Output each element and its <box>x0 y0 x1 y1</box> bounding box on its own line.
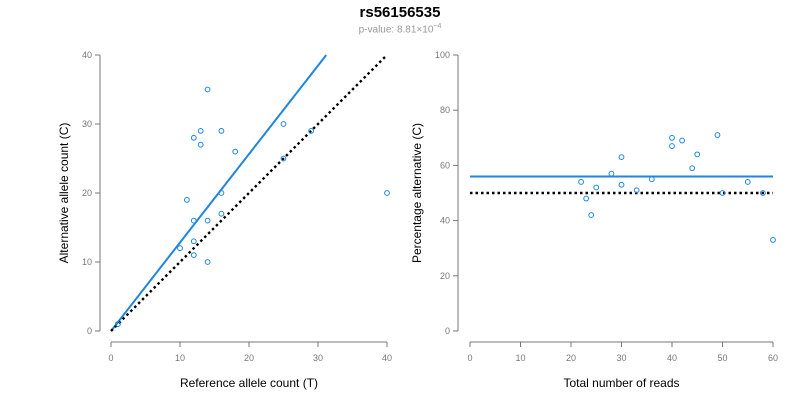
panel1-data-point <box>197 128 204 134</box>
panel1-data-point <box>218 210 225 217</box>
panel2-data-point <box>633 187 640 194</box>
panel1-data-point <box>232 148 239 155</box>
panel2-data-point <box>714 132 721 138</box>
panel2-y-tick-label: 100 <box>435 50 450 60</box>
p-value-prefix: p-value: 8.81×10 <box>358 24 434 36</box>
panel1-data-point <box>280 121 287 127</box>
panel1-expected-line <box>110 54 388 332</box>
panel2-y-tick-label: 0 <box>445 326 450 336</box>
panel2-y-tick-label: 40 <box>440 216 450 226</box>
panel2-x-tick-label: 10 <box>515 353 525 363</box>
panel1-data-point <box>204 86 211 93</box>
panel2-x-tick-label: 30 <box>616 353 626 363</box>
panel2-x-axis-label: Total number of reads <box>563 376 679 390</box>
panel1-data-point <box>184 197 190 203</box>
panel2-data-point <box>760 190 766 196</box>
panel1-data-point <box>190 252 197 259</box>
p-value-exponent: −4 <box>433 23 442 30</box>
panel2-x-tick-label: 40 <box>667 353 677 363</box>
panel1-data-point <box>218 128 225 134</box>
panel2-data-point <box>669 134 675 141</box>
panel2-x-tick-label: 50 <box>717 353 727 363</box>
panel2-y-tick-label: 60 <box>440 160 450 170</box>
chart-title: rs56156535 <box>359 4 441 21</box>
panel1-y-tick-label: 0 <box>87 326 92 336</box>
panel1-data-point <box>197 141 204 148</box>
panel2-data-point <box>618 154 625 161</box>
panel2-data-point <box>578 179 584 185</box>
panel1-x-tick-label: 40 <box>382 353 392 363</box>
panel2-data-point <box>679 137 685 144</box>
panel1-x-tick-label: 10 <box>175 353 185 363</box>
panel2-x-tick-label: 0 <box>467 353 472 363</box>
panel2-data-point <box>608 170 615 177</box>
panel1-data-point <box>190 134 197 141</box>
panel1-data-point <box>384 190 390 196</box>
panel2-data-point <box>770 237 776 243</box>
panel2-y-tick-label: 20 <box>440 271 450 281</box>
chart-subtitle: p-value: 8.81×10−4 <box>0 23 800 35</box>
panel2-data-point <box>694 151 701 158</box>
panel1-data-point <box>218 190 225 196</box>
panel2-data-point <box>719 190 726 196</box>
panel2-data-point <box>588 212 595 218</box>
panel1-x-axis-label: Reference allele count (T) <box>180 376 318 390</box>
panel1-data-point <box>308 128 315 134</box>
panel1-data-point <box>204 259 211 265</box>
panel2-y-axis-label: Percentage alternative (C) <box>410 123 424 263</box>
panel1-y-tick-label: 30 <box>82 119 92 129</box>
panel2-x-tick-label: 20 <box>566 353 576 363</box>
panel1-data-point <box>190 217 197 224</box>
panel1-y-tick-label: 40 <box>82 50 92 60</box>
panel2-data-point <box>648 176 655 183</box>
panel2-data-point <box>593 184 600 191</box>
panel2-data-point <box>669 143 675 149</box>
panel1-data-point <box>204 217 211 224</box>
panel1-y-axis-label: Alternative allele count (C) <box>57 123 71 264</box>
panel1-x-tick-label: 20 <box>244 353 254 363</box>
panel1-data-point <box>115 321 121 328</box>
panel2-data-point <box>744 179 751 185</box>
panel1-x-tick-label: 30 <box>313 353 323 363</box>
panel1-x-tick-label: 0 <box>108 353 113 363</box>
panel1-data-point <box>190 238 197 245</box>
panel2-data-point <box>618 181 625 188</box>
panel2-data-point <box>583 195 590 202</box>
panel2-y-tick-label: 80 <box>440 105 450 115</box>
panel1-y-tick-label: 10 <box>82 257 92 267</box>
panel1-data-point <box>280 155 287 162</box>
panel2-data-point <box>689 165 696 172</box>
panel1-data-point <box>177 245 183 252</box>
panel2-x-tick-label: 60 <box>768 353 778 363</box>
panel1-y-tick-label: 20 <box>82 188 92 198</box>
